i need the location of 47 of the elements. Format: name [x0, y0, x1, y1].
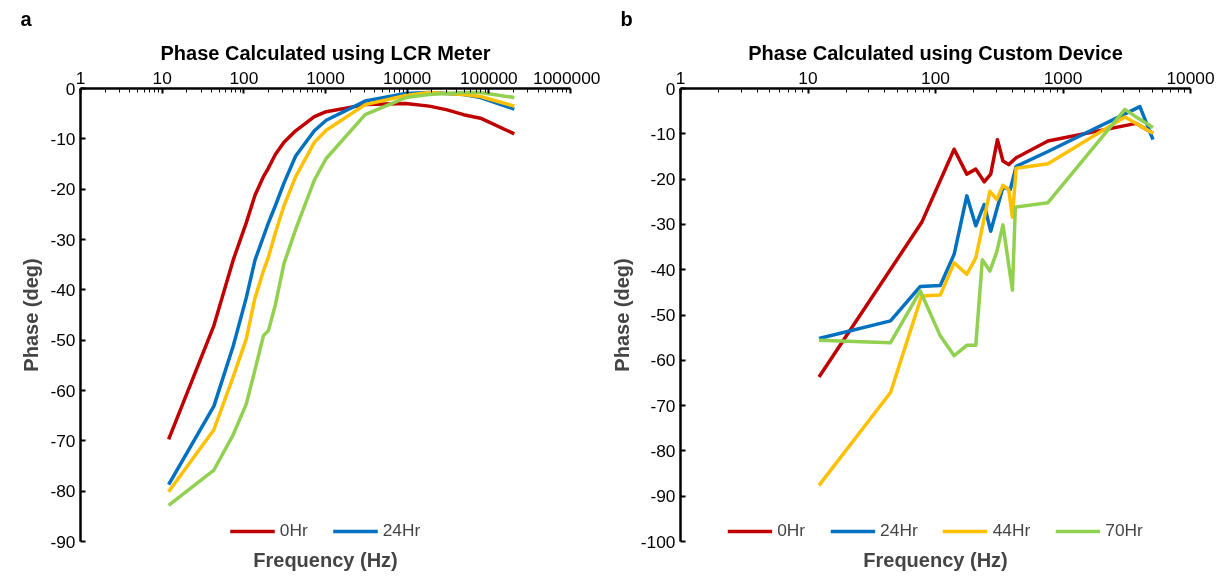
x-tick-label: 10000	[383, 67, 432, 88]
y-tick-label: 0	[665, 78, 676, 99]
y-tick-label: -40	[50, 279, 76, 300]
y-tick-label: -50	[50, 330, 76, 351]
x-axis-title: Frequency (Hz)	[863, 548, 1008, 571]
legend-label: 0Hr	[777, 520, 806, 541]
x-tick-label: 100	[229, 67, 259, 88]
x-tick-label: 1000	[306, 67, 345, 88]
y-tick-label: -20	[50, 179, 76, 200]
x-tick-label: 10	[152, 67, 172, 88]
legend-label: 0Hr	[279, 520, 308, 541]
chart-title: Phase Calculated using Custom Device	[748, 41, 1123, 64]
x-tick-label: 10	[798, 67, 818, 88]
y-tick-label: -70	[650, 395, 676, 416]
text: a	[20, 7, 33, 30]
x-tick-label: 100000	[459, 67, 518, 88]
y-tick-label: -70	[50, 430, 76, 451]
x-tick-label: 10000	[1166, 67, 1215, 88]
y-tick-label: -80	[650, 440, 676, 461]
y-tick-label: -10	[650, 123, 676, 144]
legend-label: 24Hr	[880, 520, 918, 541]
x-tick-label: 1000000	[533, 67, 601, 88]
y-tick-label: -80	[50, 481, 76, 502]
legend-label: 44Hr	[992, 520, 1031, 541]
x-tick-label: 1	[75, 67, 86, 88]
y-tick-label: -100	[640, 531, 676, 552]
y-tick-label: -30	[50, 229, 76, 250]
chart-title: Phase Calculated using LCR Meter	[160, 41, 491, 64]
y-tick-label: -60	[50, 380, 76, 401]
y-tick-label: -10	[50, 128, 76, 149]
legend-label: 70Hr	[1105, 520, 1143, 541]
y-tick-label: -90	[650, 486, 676, 507]
x-tick-label: 1	[675, 67, 686, 88]
y-tick-label: 0	[65, 78, 76, 99]
y-tick-label: -30	[650, 214, 676, 235]
legend-label: 24Hr	[382, 520, 421, 541]
x-tick-label: 1000	[1043, 67, 1083, 88]
y-tick-label: -90	[50, 531, 76, 552]
x-tick-label: 100	[921, 67, 950, 88]
y-tick-label: -50	[650, 305, 676, 325]
y-tick-label: -60	[650, 350, 676, 371]
y-tick-label: -40	[650, 259, 676, 280]
y-axis-title: Phase (deg)	[20, 258, 43, 372]
x-axis-title: Frequency (Hz)	[253, 548, 398, 571]
y-tick-label: -20	[650, 169, 676, 190]
text: b	[620, 7, 633, 30]
y-axis-title: Phase (deg)	[610, 258, 633, 372]
